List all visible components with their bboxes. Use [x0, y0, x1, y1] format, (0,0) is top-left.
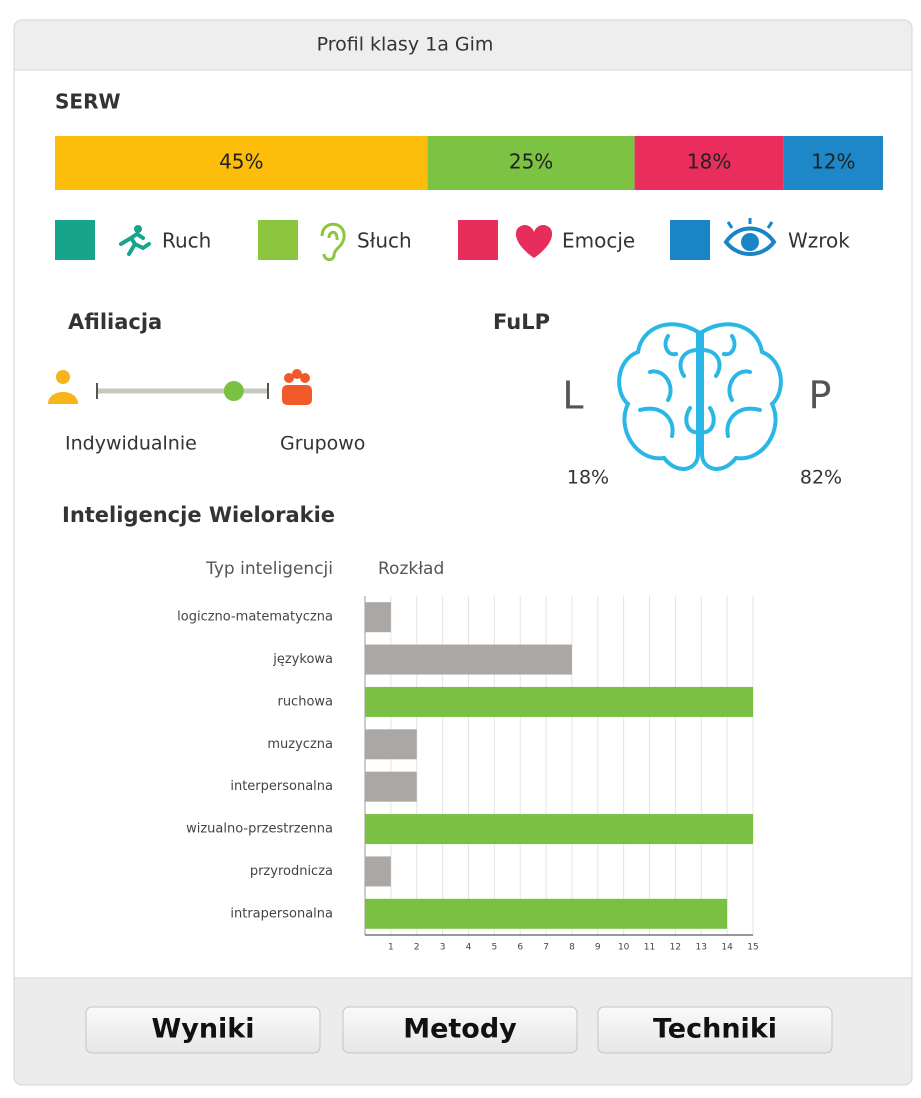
legend-label: Ruch [162, 229, 211, 253]
section-title: Afiliacja [68, 310, 162, 334]
page: Profil klasy 1a Gim SERW Afiliacja Indyw… [0, 0, 921, 1094]
category-label: interpersonalna [230, 779, 333, 794]
x-tick-label: 12 [670, 943, 681, 953]
category-label: językowa [272, 652, 333, 667]
hemisphere-letter: P [809, 374, 832, 418]
slider-label: Grupowo [280, 433, 365, 455]
hemisphere-percent: 18% [567, 467, 609, 489]
serw-label: 18% [687, 150, 731, 174]
x-tick-label: 4 [466, 943, 472, 953]
legend-swatch [458, 220, 498, 260]
legend-label: Słuch [357, 229, 412, 253]
window: Profil klasy 1a Gim SERW Afiliacja Indyw… [0, 0, 921, 1094]
category-label: logiczno-matematyczna [177, 610, 333, 625]
bar [365, 645, 572, 675]
hemisphere-letter: L [562, 374, 583, 418]
x-tick-label: 1 [388, 943, 394, 953]
bar [365, 899, 727, 929]
x-tick-label: 9 [595, 943, 601, 953]
button[interactable]: Metody [343, 1007, 577, 1053]
legend-label: Wzrok [788, 229, 850, 253]
x-tick-label: 11 [644, 943, 655, 953]
legend-label: Emocje [562, 229, 635, 253]
bar [365, 814, 753, 844]
button-label[interactable]: Wyniki [151, 1014, 254, 1045]
group-icon [282, 369, 312, 405]
x-tick-label: 8 [569, 943, 575, 953]
bar [365, 602, 391, 632]
column-header: Typ inteligencji [205, 559, 333, 579]
serw-label: 45% [219, 150, 263, 174]
window-title: Profil klasy 1a Gim [317, 34, 494, 56]
legend-swatch [258, 220, 298, 260]
column-header: Rozkład [378, 559, 444, 579]
hemisphere-percent: 82% [800, 467, 842, 489]
section-title: Inteligencje Wielorakie [62, 503, 335, 527]
x-tick-label: 5 [491, 943, 497, 953]
x-tick-label: 13 [696, 943, 707, 953]
x-tick-label: 2 [414, 943, 420, 953]
section-title: FuLP [493, 310, 550, 334]
button-label[interactable]: Metody [403, 1014, 517, 1045]
bar [365, 856, 391, 886]
bar [365, 687, 753, 717]
category-label: ruchowa [277, 694, 333, 709]
x-tick-label: 7 [543, 943, 549, 953]
x-tick-label: 3 [440, 943, 446, 953]
section-title: SERW [55, 90, 121, 114]
button[interactable]: Wyniki [86, 1007, 320, 1053]
serw-label: 25% [509, 150, 553, 174]
bar [365, 772, 417, 802]
slider-knob [224, 381, 244, 401]
slider-label: Indywidualnie [65, 433, 197, 455]
serw-label: 12% [811, 150, 855, 174]
legend-swatch [670, 220, 710, 260]
button[interactable]: Techniki [598, 1007, 832, 1053]
button-label[interactable]: Techniki [653, 1014, 777, 1045]
bar [365, 729, 417, 759]
category-label: wizualno-przestrzenna [186, 822, 333, 837]
x-tick-label: 15 [747, 943, 758, 953]
category-label: intrapersonalna [230, 906, 333, 921]
x-tick-label: 10 [618, 943, 630, 953]
category-label: muzyczna [267, 737, 333, 752]
x-tick-label: 14 [721, 943, 733, 953]
category-label: przyrodnicza [250, 864, 333, 879]
x-tick-label: 6 [517, 943, 523, 953]
legend-swatch [55, 220, 95, 260]
